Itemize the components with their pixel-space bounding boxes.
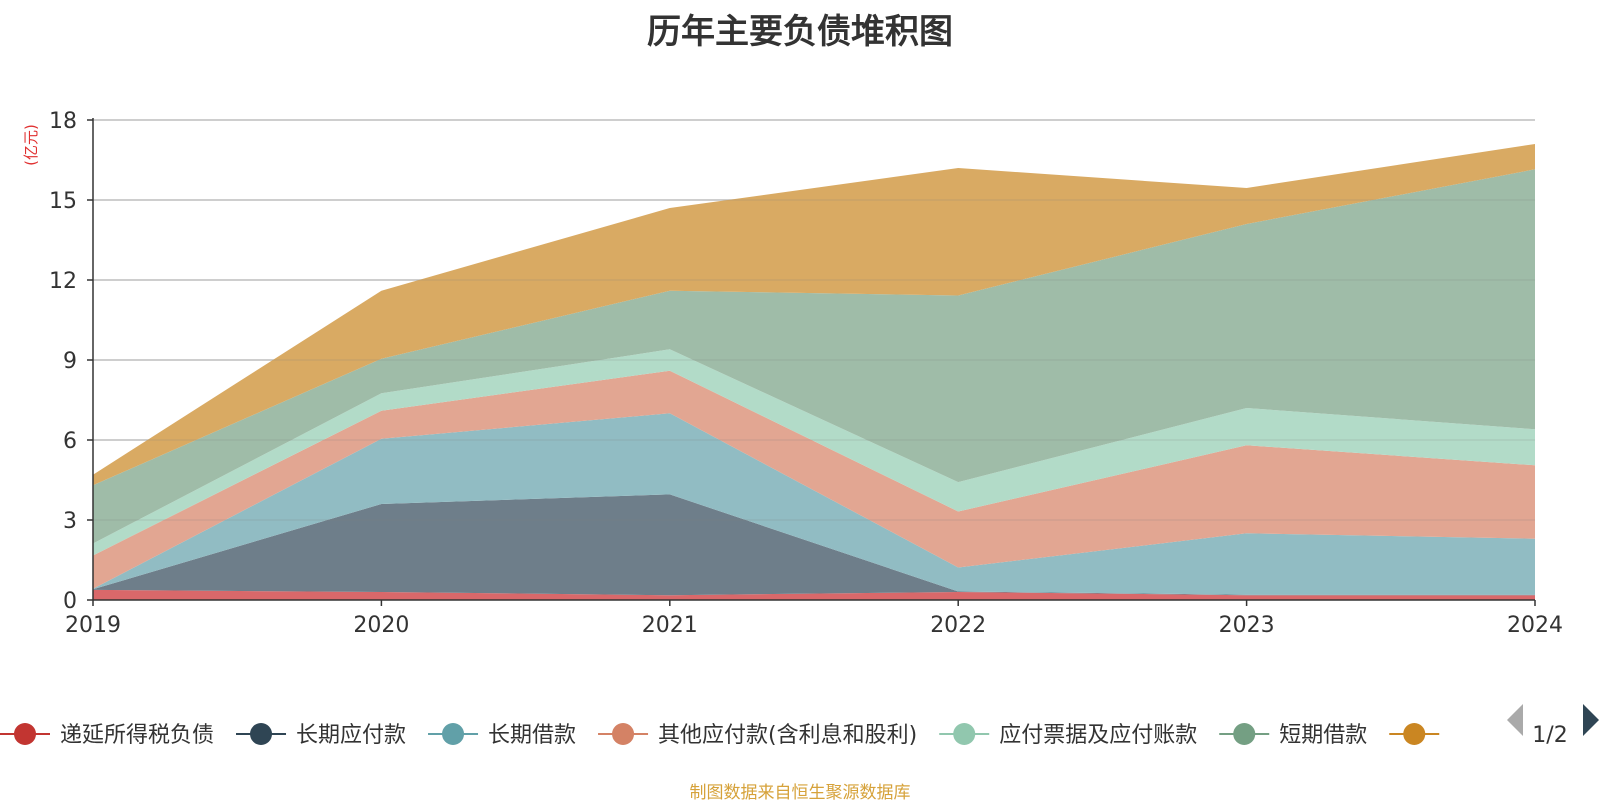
legend-marker-icon <box>1403 723 1426 745</box>
area-series-5 <box>93 169 1535 544</box>
legend-item-0[interactable]: 递延所得税负债 <box>0 723 214 748</box>
legend-page-indicator: 1/2 <box>1532 723 1567 748</box>
legend-marker-icon <box>1233 723 1256 745</box>
area-series-1 <box>93 494 1535 596</box>
legend-label: 长期应付款 <box>296 723 406 748</box>
y-tick-label: 0 <box>63 589 77 614</box>
legend-pager: 1/2 <box>1507 704 1599 748</box>
x-tick-label: 2022 <box>930 613 986 638</box>
area-series-6 <box>93 144 1535 486</box>
area-series-2 <box>93 413 1535 595</box>
legend-marker-icon <box>14 723 36 745</box>
x-tick-label: 2021 <box>642 613 698 638</box>
y-tick-label: 3 <box>63 509 77 534</box>
legend-item-6[interactable] <box>1389 723 1440 745</box>
y-tick-label: 6 <box>63 429 77 454</box>
legend-item-4[interactable]: 应付票据及应付账款 <box>939 723 1197 748</box>
legend-item-2[interactable]: 长期借款 <box>428 723 576 748</box>
legend-marker-icon <box>612 723 635 745</box>
legend-item-3[interactable]: 其他应付款(含利息和股利) <box>598 723 917 748</box>
x-tick-label: 2023 <box>1219 613 1275 638</box>
legend-label: 应付票据及应付账款 <box>999 723 1197 748</box>
y-tick-label: 15 <box>49 189 77 214</box>
x-tick-label: 2020 <box>353 613 409 638</box>
y-tick-label: 12 <box>49 269 77 294</box>
legend-label: 长期借款 <box>488 723 576 748</box>
triangle-left-icon[interactable] <box>1507 704 1523 736</box>
legend-marker-icon <box>953 723 976 745</box>
area-series-layer <box>93 119 1535 600</box>
y-tick-label: 9 <box>63 349 77 374</box>
chart-title: 历年主要负债堆积图 <box>647 12 953 52</box>
y-tick-label: 18 <box>49 109 77 134</box>
legend-item-1[interactable]: 长期应付款 <box>236 723 406 748</box>
legend: 递延所得税负债 长期应付款 长期借款 其他应付款(含利息和股利) 应付票据及应付账款 短期… <box>0 723 1440 748</box>
axes: 0 3 6 9 12 15 18 2019 2020 2021 2022 2023 2024 <box>49 109 1563 638</box>
source-note: 制图数据来自恒生聚源数据库 <box>689 783 911 803</box>
x-tick-label: 2024 <box>1507 613 1563 638</box>
triangle-right-icon[interactable] <box>1583 704 1599 736</box>
y-axis-unit-label: (亿元) <box>22 124 40 166</box>
legend-label: 短期借款 <box>1279 723 1367 748</box>
x-tick-label: 2019 <box>65 613 121 638</box>
legend-marker-icon <box>442 723 465 745</box>
legend-label: 递延所得税负债 <box>60 723 214 748</box>
legend-label: 其他应付款(含利息和股利) <box>658 723 917 748</box>
legend-marker-icon <box>250 723 273 745</box>
area-series-0 <box>93 589 1535 600</box>
area-series-3 <box>93 370 1535 589</box>
legend-item-5[interactable]: 短期借款 <box>1219 723 1367 748</box>
